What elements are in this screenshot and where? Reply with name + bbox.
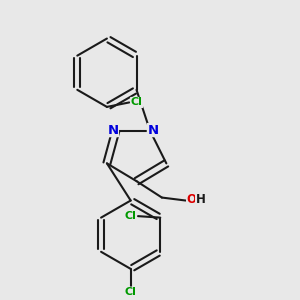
Text: H: H <box>196 193 206 206</box>
Text: O: O <box>187 193 196 206</box>
Text: N: N <box>147 124 158 136</box>
Text: Cl: Cl <box>124 211 136 221</box>
Text: N: N <box>107 124 118 136</box>
Text: Cl: Cl <box>131 98 142 107</box>
Text: Cl: Cl <box>125 287 136 297</box>
